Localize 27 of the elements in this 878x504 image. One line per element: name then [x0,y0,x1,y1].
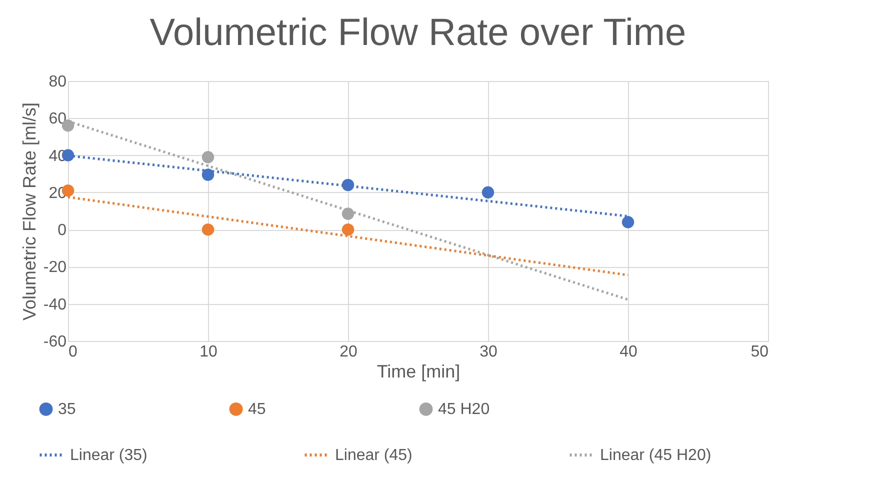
point [342,223,354,236]
x-axis-title: Time [min] [376,362,460,382]
y-axis-title: Volumetric Flow Rate [ml/s] [19,102,40,321]
point [202,151,214,164]
x-tick-label: 30 [480,344,498,360]
y-tick-label: 0 [58,222,67,240]
y-tick-label: -60 [43,334,67,350]
x-tick-label: 0 [68,344,78,360]
point [202,223,214,236]
legend-label: 35 [58,401,76,418]
y-tick-label: -20 [43,259,67,276]
legend-label: 45 [248,401,266,418]
point [342,208,354,220]
chart-title: Volumetric Flow Rate over Time [150,12,686,54]
y-tick-label: -40 [43,296,67,314]
x-tick-label: 20 [340,344,358,360]
legend-label: Linear (45) [335,447,412,464]
legend-label: 45 H20 [438,401,490,418]
x-tick-label: 40 [620,344,638,360]
x-tick-label: 10 [200,344,218,360]
legend-label: Linear (35) [70,447,148,464]
legend-label: Linear (45 H20) [600,447,712,464]
x-tick-label: 50 [750,344,769,360]
point [202,168,214,181]
point [482,186,494,199]
point [622,216,634,228]
y-tick-label: 80 [48,74,67,90]
